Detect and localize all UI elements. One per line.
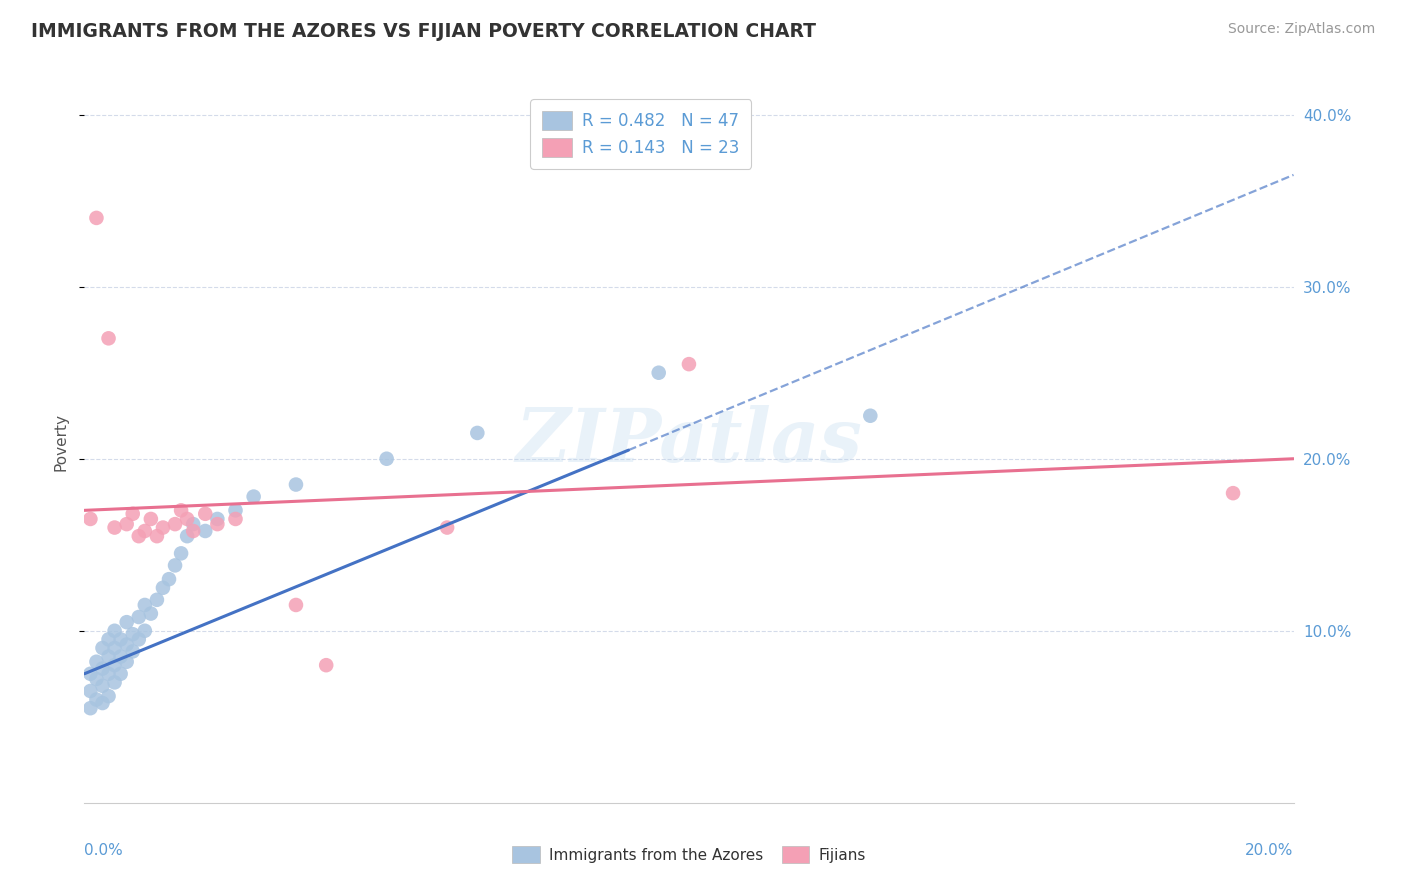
Point <box>121 627 143 641</box>
Point <box>97 331 120 345</box>
Point <box>104 624 127 638</box>
Point <box>79 701 101 715</box>
Point <box>152 520 174 534</box>
Point <box>91 696 114 710</box>
Point <box>134 624 156 638</box>
Point <box>648 366 671 380</box>
Point <box>436 520 458 534</box>
Point <box>134 598 156 612</box>
Point <box>285 598 308 612</box>
Text: ZIPatlas: ZIPatlas <box>516 405 862 478</box>
Point <box>86 211 108 225</box>
Point <box>176 512 198 526</box>
Point <box>79 512 101 526</box>
Point <box>207 512 229 526</box>
Point <box>115 517 138 532</box>
Point <box>170 546 193 560</box>
Point <box>165 558 187 573</box>
Point <box>91 640 114 655</box>
Point <box>194 507 217 521</box>
Text: 0.0%: 0.0% <box>84 843 124 857</box>
Point <box>859 409 882 423</box>
Point <box>678 357 700 371</box>
Point <box>181 524 204 538</box>
Point <box>97 632 120 647</box>
Point <box>97 649 120 664</box>
Point <box>86 655 108 669</box>
Point <box>181 517 204 532</box>
Point <box>110 632 132 647</box>
Point <box>128 529 150 543</box>
Point <box>139 607 162 621</box>
Point <box>110 649 132 664</box>
Point <box>194 524 217 538</box>
Point <box>225 503 247 517</box>
Point <box>91 662 114 676</box>
Point <box>128 610 150 624</box>
Text: 20.0%: 20.0% <box>1246 843 1294 857</box>
Point <box>104 675 127 690</box>
Point <box>170 503 193 517</box>
Point <box>86 672 108 686</box>
Point <box>79 666 101 681</box>
Point <box>157 572 180 586</box>
Point <box>121 507 143 521</box>
Point <box>315 658 337 673</box>
Text: Source: ZipAtlas.com: Source: ZipAtlas.com <box>1227 22 1375 37</box>
Point <box>115 655 138 669</box>
Point <box>86 692 108 706</box>
Point <box>467 425 489 440</box>
Legend: Immigrants from the Azores, Fijians: Immigrants from the Azores, Fijians <box>505 838 873 871</box>
Point <box>104 640 127 655</box>
Point <box>134 524 156 538</box>
Point <box>1222 486 1244 500</box>
Point <box>121 644 143 658</box>
Point <box>91 679 114 693</box>
Point <box>104 658 127 673</box>
Point <box>97 689 120 703</box>
Point <box>128 632 150 647</box>
Point <box>79 684 101 698</box>
Point <box>139 512 162 526</box>
Text: IMMIGRANTS FROM THE AZORES VS FIJIAN POVERTY CORRELATION CHART: IMMIGRANTS FROM THE AZORES VS FIJIAN POV… <box>31 22 815 41</box>
Point <box>115 615 138 630</box>
Point <box>146 529 169 543</box>
Point <box>152 581 174 595</box>
Point <box>146 592 169 607</box>
Point <box>207 517 229 532</box>
Point <box>115 638 138 652</box>
Point <box>165 517 187 532</box>
Point <box>242 490 264 504</box>
Point <box>285 477 308 491</box>
Point <box>104 520 127 534</box>
Point <box>375 451 398 466</box>
Point <box>110 666 132 681</box>
Point <box>225 512 247 526</box>
Y-axis label: Poverty: Poverty <box>53 412 69 471</box>
Point <box>97 666 120 681</box>
Point <box>176 529 198 543</box>
